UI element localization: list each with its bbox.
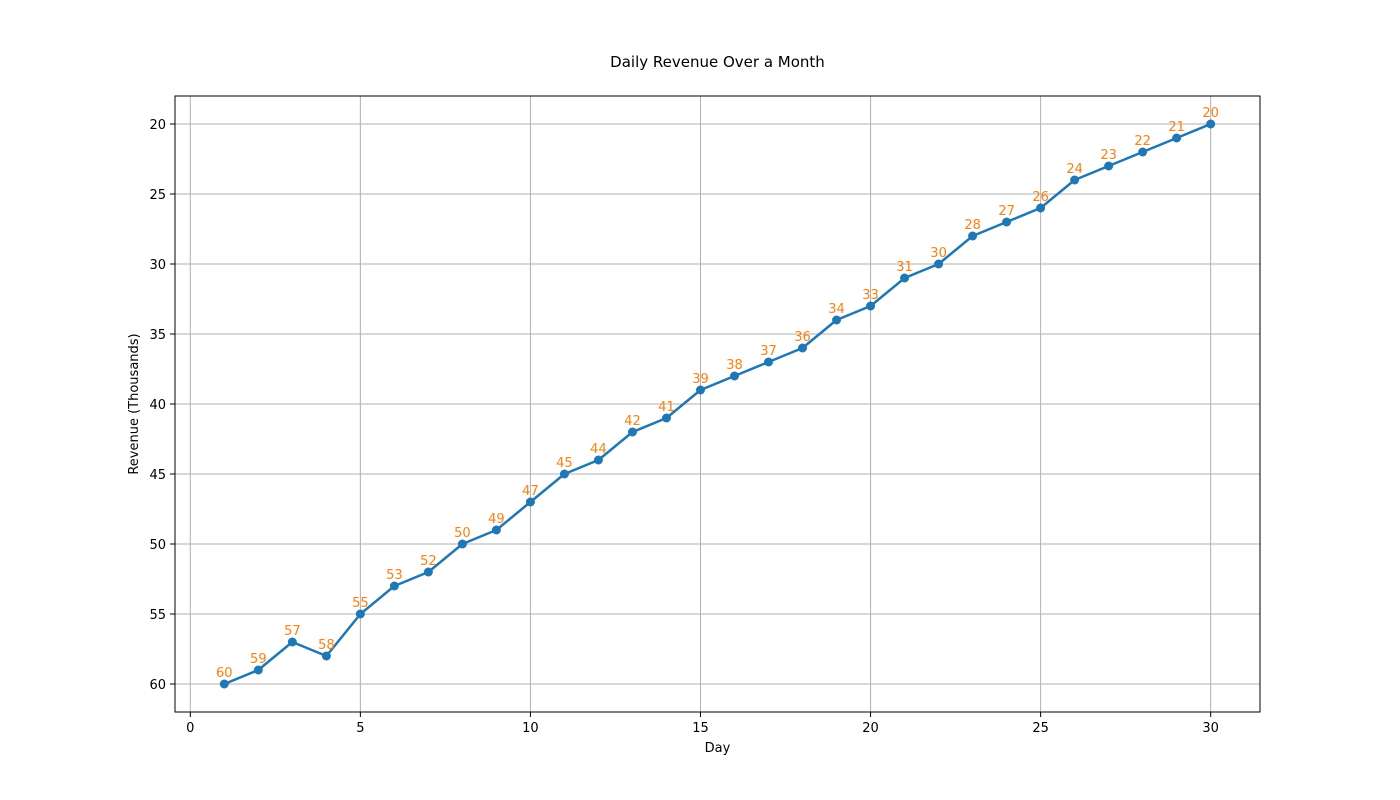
- x-tick-label: 20: [862, 721, 879, 736]
- data-point: [457, 539, 467, 549]
- data-point: [355, 609, 365, 619]
- data-point: [866, 301, 876, 311]
- data-point: [593, 455, 603, 465]
- data-label: 21: [1168, 120, 1185, 135]
- data-point: [900, 273, 910, 283]
- data-point: [321, 651, 331, 661]
- x-tick-label: 10: [522, 721, 539, 736]
- x-tick-label: 30: [1202, 721, 1219, 736]
- y-tick-label: 25: [149, 188, 166, 203]
- data-label: 39: [692, 372, 709, 387]
- data-point: [1206, 119, 1216, 129]
- data-point: [1036, 203, 1046, 213]
- data-label: 23: [1100, 148, 1117, 163]
- data-point: [934, 259, 944, 269]
- data-label: 57: [284, 624, 301, 639]
- data-label: 34: [828, 302, 845, 317]
- data-point: [968, 231, 978, 241]
- data-point: [287, 637, 297, 647]
- data-point: [219, 679, 229, 689]
- data-point: [389, 581, 399, 591]
- data-point: [1002, 217, 1012, 227]
- data-label: 58: [318, 638, 335, 653]
- data-label: 53: [386, 568, 403, 583]
- data-label: 26: [1032, 190, 1049, 205]
- data-point: [1172, 133, 1182, 143]
- data-label: 44: [590, 442, 607, 457]
- y-tick-label: 30: [149, 258, 166, 273]
- data-point: [1104, 161, 1114, 171]
- y-tick-label: 50: [149, 538, 166, 553]
- data-point: [525, 497, 535, 507]
- data-label: 22: [1134, 134, 1151, 149]
- data-label: 33: [862, 288, 879, 303]
- data-label: 36: [794, 330, 811, 345]
- y-tick-label: 20: [149, 118, 166, 133]
- x-axis-label: Day: [705, 741, 731, 756]
- y-axis-ticks: 20 25 30 35 40 45 50 55 60: [149, 118, 175, 693]
- data-label: 59: [250, 652, 267, 667]
- y-tick-label: 55: [149, 608, 166, 623]
- y-axis-label: Revenue (Thousands): [127, 333, 142, 474]
- series-line: [223, 122, 1212, 686]
- data-point: [253, 665, 263, 675]
- data-label: 55: [352, 596, 369, 611]
- data-label: 45: [556, 456, 573, 471]
- data-point: [491, 525, 501, 535]
- data-label: 52: [420, 554, 437, 569]
- data-labels: 60 59 57 58 55 53 52 50 49 47 45 44 42 41 39 38 37 36 34 33…: [216, 106, 1219, 681]
- data-label: 50: [454, 526, 471, 541]
- data-label: 20: [1202, 106, 1219, 121]
- data-label: 60: [216, 666, 233, 681]
- x-tick-label: 15: [692, 721, 709, 736]
- data-label: 31: [896, 260, 913, 275]
- x-tick-label: 5: [356, 721, 364, 736]
- data-label: 30: [930, 246, 947, 261]
- data-point: [661, 413, 671, 423]
- data-label: 27: [998, 204, 1015, 219]
- data-point: [1138, 147, 1148, 157]
- data-label: 38: [726, 358, 743, 373]
- grid-lines: [175, 96, 1260, 712]
- y-tick-label: 40: [149, 398, 166, 413]
- y-tick-label: 35: [149, 328, 166, 343]
- data-point: [798, 343, 808, 353]
- data-point: [832, 315, 842, 325]
- x-tick-label: 25: [1032, 721, 1049, 736]
- x-axis-ticks: 0 5 10 15 20 25 30: [186, 712, 1219, 736]
- series-layer: [219, 119, 1216, 689]
- data-label: 41: [658, 400, 675, 415]
- x-tick-label: 0: [186, 721, 194, 736]
- data-point: [1070, 175, 1080, 185]
- data-point: [764, 357, 774, 367]
- data-point: [695, 385, 705, 395]
- data-point: [559, 469, 569, 479]
- data-label: 49: [488, 512, 505, 527]
- data-point: [627, 427, 637, 437]
- chart-title: Daily Revenue Over a Month: [610, 53, 825, 71]
- data-label: 24: [1066, 162, 1083, 177]
- data-label: 37: [760, 344, 777, 359]
- data-label: 47: [522, 484, 539, 499]
- data-point: [730, 371, 740, 381]
- y-tick-label: 45: [149, 468, 166, 483]
- data-point: [423, 567, 433, 577]
- data-label: 42: [624, 414, 641, 429]
- y-tick-label: 60: [149, 678, 166, 693]
- data-label: 28: [964, 218, 981, 233]
